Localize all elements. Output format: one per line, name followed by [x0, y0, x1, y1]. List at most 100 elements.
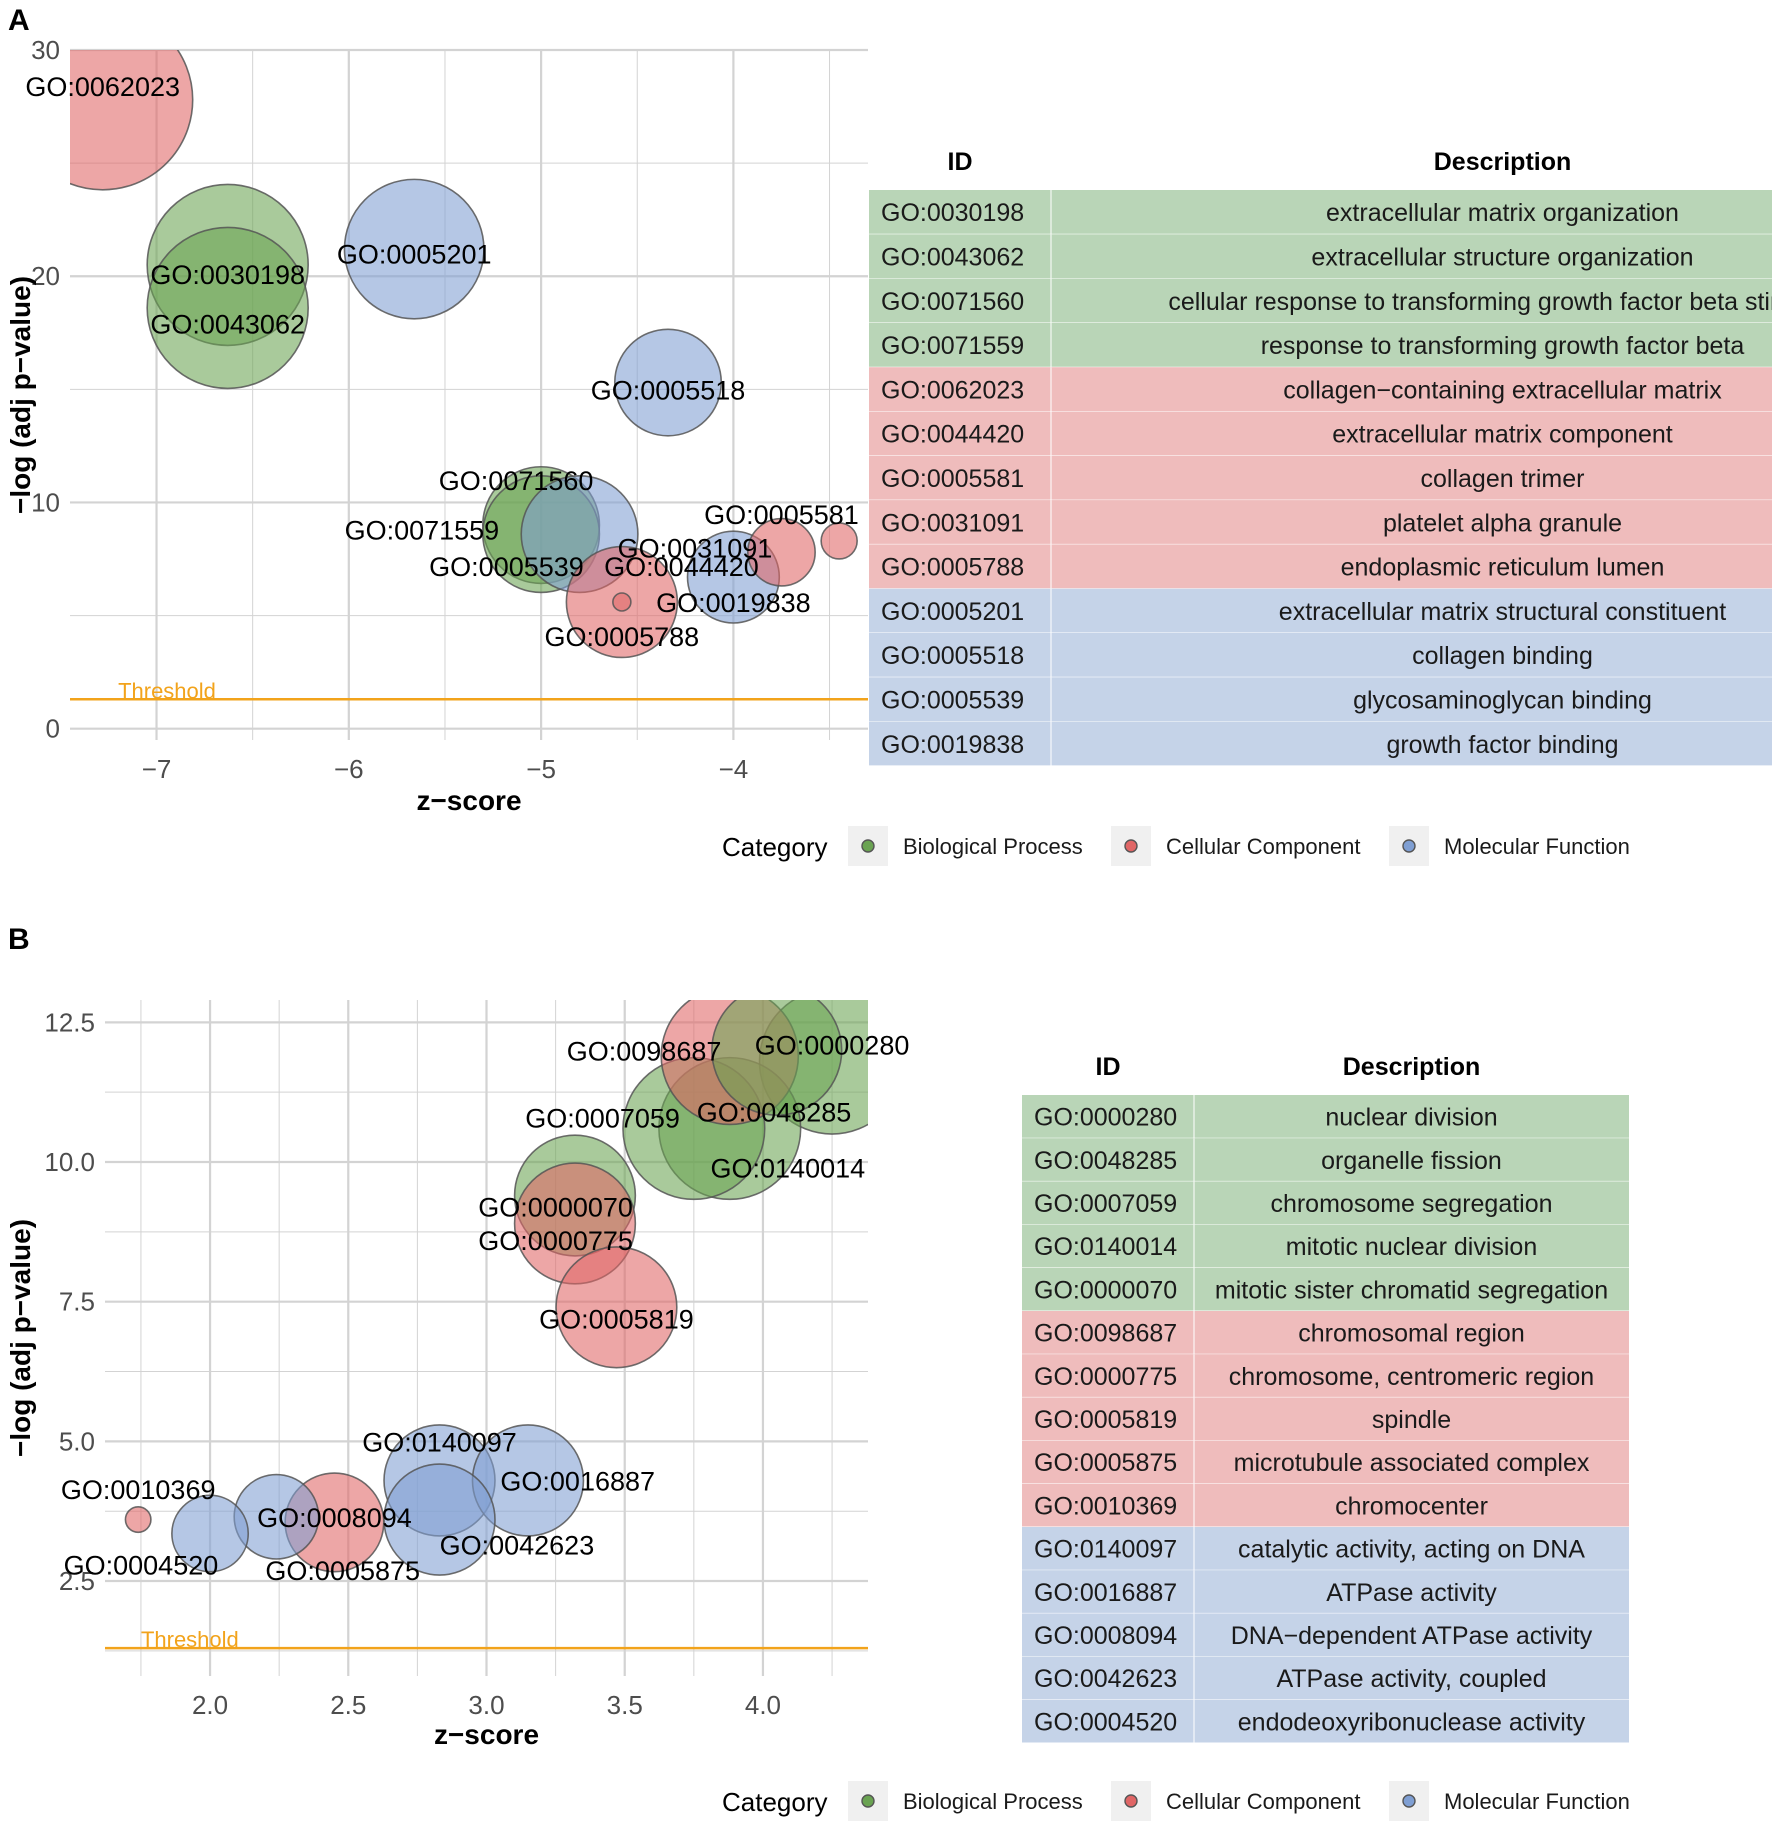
- bubble-go-0062023: [70, 50, 194, 191]
- table-row-background: [869, 588, 1772, 633]
- table-row-background: [869, 234, 1772, 279]
- table-cell-description: endodeoxyribonuclease activity: [1238, 1708, 1586, 1736]
- table-cell-description: response to transforming growth factor b…: [1261, 332, 1745, 360]
- table-cell-id: GO:0005819: [1034, 1406, 1177, 1434]
- table-row: GO:0004520 endodeoxyribonuclease activity: [1022, 1699, 1629, 1744]
- table-cell-description: endoplasmic reticulum lumen: [1341, 554, 1665, 582]
- table-cell-description: spindle: [1372, 1406, 1451, 1434]
- table-row-background: [1022, 1570, 1629, 1614]
- x-tick-label: 3.0: [468, 1690, 504, 1720]
- legend-marker: [1124, 839, 1138, 853]
- table-header-id: ID: [948, 148, 973, 176]
- legend-item: Molecular Function: [1389, 826, 1630, 866]
- bubble-go-0005788: [612, 592, 632, 612]
- point-label: GO:0031091: [618, 534, 773, 564]
- point-label: GO:0048285: [697, 1098, 852, 1128]
- legend-marker: [861, 839, 875, 853]
- legend-entry-label: Cellular Component: [1166, 834, 1360, 859]
- point-label: GO:0004520: [64, 1550, 219, 1580]
- x-tick-label: 2.5: [330, 1690, 366, 1720]
- table-row: GO:0048285 organelle fission: [1022, 1138, 1629, 1182]
- point-label: GO:0005788: [545, 622, 700, 652]
- point-label: GO:0042623: [440, 1531, 595, 1561]
- table-row: GO:0071559 response to transforming growt…: [869, 322, 1772, 368]
- bubble-go-0004520: [171, 1494, 250, 1573]
- bubble-go-0005518: [613, 328, 723, 437]
- table-cell-description: collagen−containing extracellular matrix: [1283, 376, 1722, 404]
- table-row: GO:0000280 nuclear division: [1022, 1095, 1629, 1139]
- y-axis-title: −log (adj p−value): [5, 276, 36, 514]
- bubbles: [70, 50, 858, 659]
- point-label: GO:0016887: [500, 1466, 655, 1496]
- table-row-background: [1022, 1699, 1629, 1743]
- table-row-background: [869, 633, 1772, 678]
- table-row: GO:0005518 collagen binding: [869, 633, 1772, 678]
- table-row-background: [1022, 1527, 1629, 1571]
- point-label: GO:0140014: [711, 1154, 866, 1184]
- point-label: GO:0071559: [345, 516, 500, 546]
- point-label: GO:0062023: [25, 72, 180, 102]
- legend-marker: [1124, 1794, 1138, 1808]
- bubble-go-0005819: [555, 1246, 678, 1369]
- table-row-background: [869, 544, 1772, 589]
- table-row-background: [869, 278, 1772, 323]
- legend-entry-label: Molecular Function: [1444, 834, 1630, 859]
- table-row-background: [869, 190, 1772, 235]
- table-row-background: [869, 721, 1772, 766]
- table-header-description: Description: [1434, 148, 1572, 176]
- point-label: GO:0019838: [656, 588, 811, 618]
- table-row-background: [1022, 1613, 1629, 1657]
- table-cell-description: mitotic sister chromatid segregation: [1215, 1276, 1608, 1304]
- legend-marker: [861, 1794, 875, 1808]
- table-cell-id: GO:0048285: [1034, 1147, 1177, 1175]
- table-row: GO:0000775 chromosome, centromeric region: [1022, 1354, 1629, 1398]
- legend-entry-label: Biological Process: [903, 834, 1083, 859]
- table-cell-description: organelle fission: [1321, 1147, 1502, 1175]
- table-cell-description: extracellular matrix structural constitu…: [1279, 598, 1726, 626]
- table-row-background: [1022, 1397, 1629, 1441]
- table-row-background: [1022, 1181, 1629, 1225]
- x-tick-label: 4.0: [745, 1690, 781, 1720]
- table-row: GO:0005581 collagen trimer: [869, 455, 1772, 501]
- y-tick-label: 12.5: [44, 1007, 95, 1037]
- table-row: GO:0140097 catalytic activity, acting on …: [1022, 1527, 1629, 1571]
- table-cell-id: GO:0030198: [881, 199, 1024, 227]
- table-row-background: [1022, 1095, 1629, 1139]
- y-tick-label: 2.5: [59, 1566, 95, 1596]
- table-row: GO:0005201 extracellular matrix structura…: [869, 588, 1772, 634]
- table-cell-id: GO:0042623: [1034, 1665, 1177, 1693]
- table-cell-description: chromosome segregation: [1270, 1190, 1552, 1218]
- table-cell-id: GO:0000280: [1034, 1104, 1177, 1132]
- point-label: GO:0005539: [429, 552, 584, 582]
- table-cell-id: GO:0044420: [881, 421, 1024, 449]
- table-cell-id: GO:0140014: [1034, 1233, 1177, 1261]
- table-header-id: ID: [1096, 1053, 1121, 1081]
- table-row-background: [1022, 1138, 1629, 1182]
- table-cell-description: chromocenter: [1335, 1492, 1488, 1520]
- table-cell-id: GO:0019838: [881, 731, 1024, 759]
- legend-title: Category: [722, 832, 828, 862]
- table-cell-id: GO:0010369: [1034, 1492, 1177, 1520]
- table-row: GO:0010369 chromocenter: [1022, 1483, 1629, 1528]
- x-axis-title: z−score: [434, 1719, 539, 1750]
- table-row: GO:0044420 extracellular matrix component: [869, 411, 1772, 457]
- table-cell-description: glycosaminoglycan binding: [1353, 686, 1652, 714]
- point-label: GO:0098687: [567, 1036, 722, 1066]
- table-cell-id: GO:0004520: [1034, 1708, 1177, 1736]
- table-cell-id: GO:0140097: [1034, 1536, 1177, 1564]
- table-cell-description: microtubule associated complex: [1234, 1449, 1590, 1477]
- point-label: GO:0005518: [591, 375, 746, 405]
- table-cell-description: extracellular matrix organization: [1326, 199, 1679, 227]
- table-row-background: [1022, 1267, 1629, 1311]
- table-row-background: [869, 500, 1772, 545]
- table-cell-description: catalytic activity, acting on DNA: [1238, 1536, 1585, 1564]
- point-label: GO:0005819: [539, 1304, 694, 1334]
- panel-label: A: [8, 4, 30, 37]
- table-cell-id: GO:0071560: [881, 288, 1024, 316]
- legend-item: Cellular Component: [1111, 826, 1360, 866]
- table-cell-id: GO:0071559: [881, 332, 1024, 360]
- y-tick-label: 10: [31, 487, 60, 517]
- table-header-description: Description: [1343, 1053, 1481, 1081]
- table-row: GO:0005539 glycosaminoglycan binding: [869, 677, 1772, 723]
